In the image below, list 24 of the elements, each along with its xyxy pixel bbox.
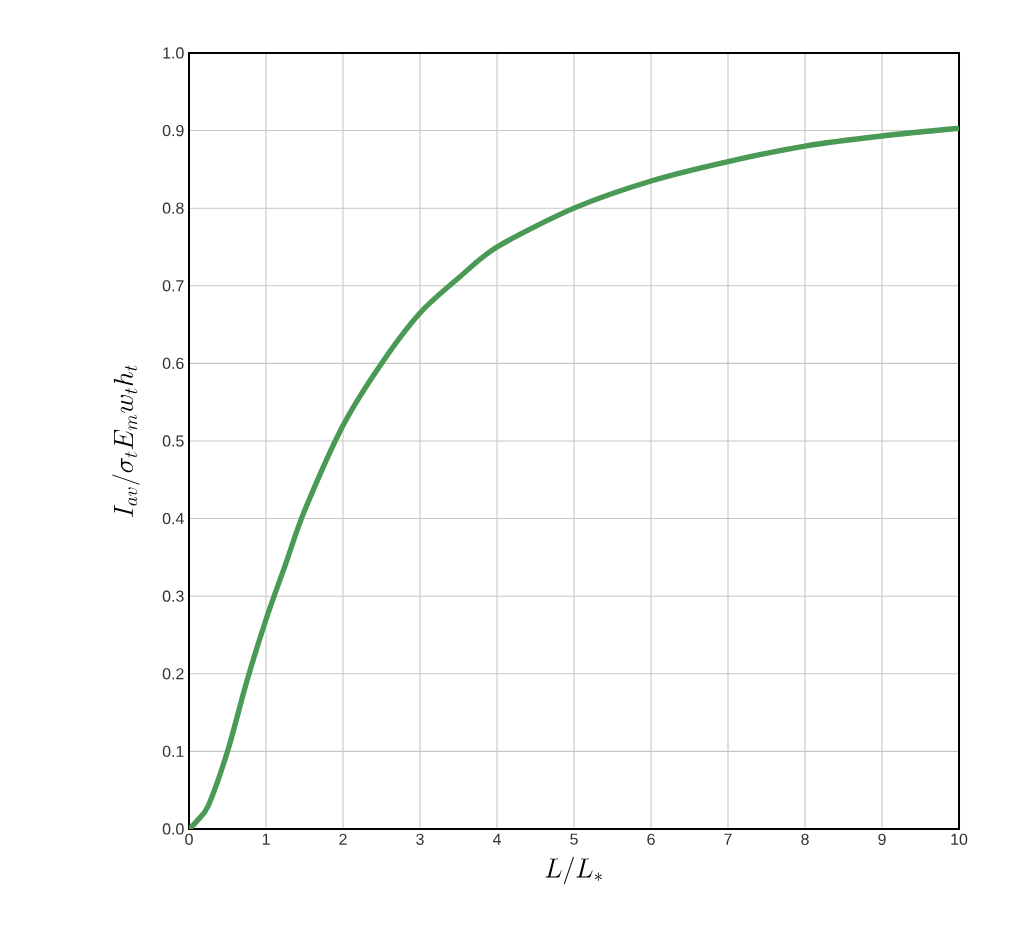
y-tick-label: 0.0 bbox=[162, 823, 184, 835]
y-tick-label: 0.4 bbox=[162, 512, 184, 525]
y-axis-title: $I_{av}/\sigma_t E_m w_t h_t$ bbox=[112, 365, 140, 517]
y-tick-label: 0.1 bbox=[162, 745, 184, 758]
x-tick-label: 4 bbox=[492, 833, 501, 845]
x-tick-label: 7 bbox=[724, 833, 732, 845]
x-tick-label: 0 bbox=[185, 833, 193, 845]
x-tick-label: 9 bbox=[878, 833, 886, 845]
x-tick-label: 5 bbox=[570, 833, 578, 845]
y-tick-label: 0.8 bbox=[162, 202, 184, 214]
y-tick-label: 0.6 bbox=[162, 357, 184, 370]
y-tick-label: 1.0 bbox=[163, 47, 184, 59]
x-tick-label: 3 bbox=[416, 833, 424, 845]
x-tick-label: 10 bbox=[951, 833, 968, 845]
y-tick-label: 0.3 bbox=[162, 590, 184, 602]
x-tick-label: 2 bbox=[339, 833, 347, 845]
y-tick-label: 0.9 bbox=[162, 124, 184, 137]
x-tick-label: 1 bbox=[262, 833, 270, 845]
x-tick-label: 6 bbox=[647, 833, 655, 845]
y-tick-label: 0.2 bbox=[162, 668, 184, 680]
y-tick-label: 0.7 bbox=[162, 280, 184, 292]
y-tick-label: 0.5 bbox=[162, 435, 184, 447]
x-axis-title: $L/L_*$ bbox=[545, 856, 602, 885]
x-tick-label: 8 bbox=[801, 833, 809, 845]
